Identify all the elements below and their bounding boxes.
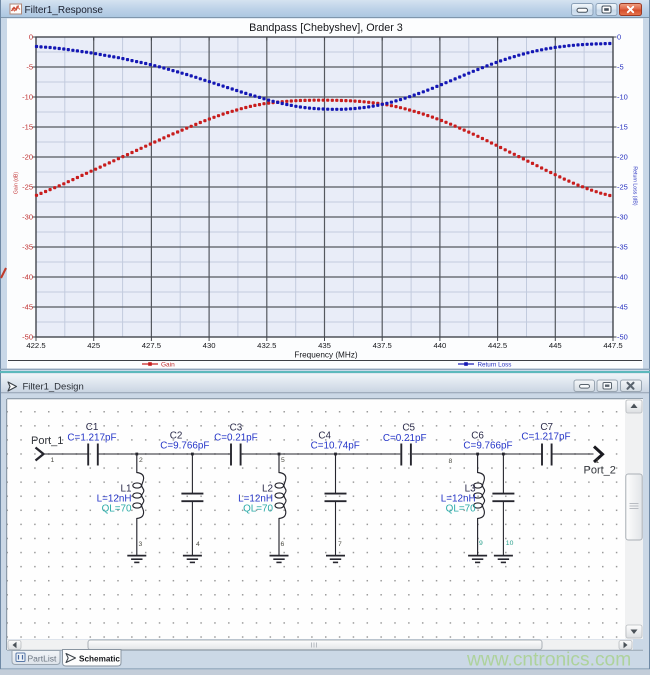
svg-text:L=12nH: L=12nH [97, 494, 132, 505]
svg-text:-25: -25 [617, 183, 628, 192]
svg-text:0: 0 [29, 33, 33, 42]
svg-text:Schematic: Schematic [79, 655, 120, 664]
svg-text:Return Loss: Return Loss [478, 362, 512, 369]
svg-text:445: 445 [549, 341, 562, 350]
svg-text:432.5: 432.5 [257, 341, 276, 350]
svg-text:422.5: 422.5 [26, 341, 45, 350]
svg-text:5: 5 [281, 457, 285, 464]
svg-text:7: 7 [338, 541, 342, 548]
svg-text:Bandpass [Chebyshev], Order 3: Bandpass [Chebyshev], Order 3 [249, 22, 403, 34]
svg-text:437.5: 437.5 [373, 341, 392, 350]
svg-text:9: 9 [479, 540, 483, 547]
svg-text:-10: -10 [22, 93, 33, 102]
svg-text:C3: C3 [230, 423, 243, 434]
svg-text:-40: -40 [22, 273, 33, 282]
svg-text:-35: -35 [617, 243, 628, 252]
svg-text:L3: L3 [465, 484, 476, 495]
svg-text:Gain (dB): Gain (dB) [14, 172, 20, 194]
svg-text:L1: L1 [121, 484, 132, 495]
svg-text:430: 430 [203, 341, 216, 350]
svg-text:C=1.217pF: C=1.217pF [521, 432, 570, 443]
svg-text:C7: C7 [540, 422, 553, 433]
svg-text:-5: -5 [617, 63, 624, 72]
svg-text:442.5: 442.5 [488, 341, 507, 350]
svg-text:0: 0 [617, 33, 621, 42]
svg-text:1: 1 [51, 457, 55, 464]
svg-text:www.cntronics.com: www.cntronics.com [466, 650, 631, 671]
svg-text:Filter1_Design: Filter1_Design [23, 382, 84, 393]
svg-text:10: 10 [506, 540, 514, 547]
svg-text:C4: C4 [318, 431, 331, 442]
svg-text:QL=70: QL=70 [102, 504, 132, 515]
svg-text:1: 1 [596, 458, 600, 465]
svg-text:-5: -5 [26, 63, 33, 72]
svg-text:-30: -30 [22, 213, 33, 222]
svg-text:Gain: Gain [161, 362, 175, 369]
svg-text:-15: -15 [22, 123, 33, 132]
svg-text:-30: -30 [617, 213, 628, 222]
svg-text:L2: L2 [262, 484, 273, 495]
svg-text:L=12nH: L=12nH [441, 494, 476, 505]
svg-text:C=9.766pF: C=9.766pF [463, 441, 512, 452]
svg-text:QL=70: QL=70 [243, 504, 273, 515]
svg-text:C=0.21pF: C=0.21pF [214, 433, 258, 444]
svg-text:6: 6 [281, 541, 285, 548]
svg-text:435: 435 [318, 341, 331, 350]
svg-text:C2: C2 [170, 431, 183, 442]
svg-text:-45: -45 [617, 303, 628, 312]
svg-text:C5: C5 [402, 423, 415, 434]
svg-text:C1: C1 [86, 422, 99, 433]
svg-text:QL=70: QL=70 [446, 504, 476, 515]
svg-text:Port_2: Port_2 [584, 465, 616, 477]
svg-text:PartList: PartList [28, 654, 57, 664]
svg-text:C6: C6 [471, 431, 484, 442]
svg-text:-20: -20 [22, 153, 33, 162]
svg-text:3: 3 [139, 541, 143, 548]
svg-text:C=9.766pF: C=9.766pF [160, 441, 209, 452]
svg-text:-50: -50 [617, 333, 628, 342]
svg-text:2: 2 [139, 457, 143, 464]
svg-text:Frequency (MHz): Frequency (MHz) [294, 351, 358, 360]
svg-text:C=0.21pF: C=0.21pF [383, 433, 427, 444]
svg-text:Return Loss (dB): Return Loss (dB) [632, 166, 638, 205]
svg-text:-15: -15 [617, 123, 628, 132]
svg-text:425: 425 [87, 341, 100, 350]
svg-text:L=12nH: L=12nH [238, 494, 273, 505]
svg-text:-50: -50 [22, 333, 33, 342]
svg-text:-45: -45 [22, 303, 33, 312]
svg-text:-40: -40 [617, 273, 628, 282]
svg-text:8: 8 [449, 458, 453, 465]
svg-text:C=10.74pF: C=10.74pF [311, 441, 360, 452]
svg-text:-35: -35 [22, 243, 33, 252]
svg-text:Port_1: Port_1 [31, 435, 63, 447]
svg-text:447.5: 447.5 [603, 341, 622, 350]
svg-text:-10: -10 [617, 93, 628, 102]
svg-text:-25: -25 [22, 183, 33, 192]
svg-text:4: 4 [196, 541, 200, 548]
svg-text:C=1.217pF: C=1.217pF [67, 433, 116, 444]
svg-text:Filter1_Response: Filter1_Response [25, 5, 104, 16]
svg-text:-20: -20 [617, 153, 628, 162]
svg-text:427.5: 427.5 [142, 341, 161, 350]
svg-text:440: 440 [433, 341, 446, 350]
